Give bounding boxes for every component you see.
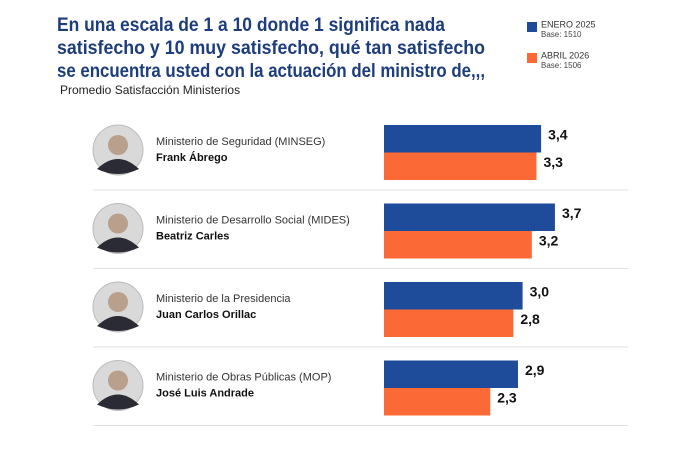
person-label: José Luis Andrade [156,387,254,399]
bar [384,203,555,231]
legend-base: Base: 1510 [541,30,582,39]
ministry-label: Ministerio de la Presidencia [156,293,291,305]
photo-body [97,159,139,174]
value-label: 3,0 [530,283,550,299]
chart-title: se encuentra usted con la actuación del … [57,61,485,82]
chart-title: En una escala de 1 a 10 donde 1 signific… [57,15,445,36]
photo-head [108,370,128,391]
chart-subtitle: Promedio Satisfacción Ministerios [60,83,240,97]
photo-head [108,135,128,155]
value-label: 3,4 [548,126,568,142]
bar [384,309,514,337]
value-label: 3,2 [539,232,559,248]
ministry-label: Ministerio de Desarrollo Social (MIDES) [156,214,350,226]
value-label: 3,3 [543,154,563,170]
bar [384,125,542,153]
photo-body [97,316,139,331]
legend-swatch [527,22,537,32]
value-label: 2,3 [497,389,517,405]
bar [384,388,491,416]
bar [384,152,537,180]
bar [384,231,532,259]
ministry-label: Ministerio de Seguridad (MINSEG) [156,136,325,148]
legend-swatch [527,53,537,63]
photo-head [108,292,128,312]
legend-label: ENERO 2025 [541,19,596,29]
value-label: 2,8 [520,311,540,327]
bar [384,360,518,388]
photo-body [97,237,139,253]
ministry-label: Ministerio de Obras Públicas (MOP) [156,371,331,383]
photo-head [108,213,128,234]
chart-title: satisfecho y 10 muy satisfecho, qué tan … [57,38,485,59]
value-label: 2,9 [525,362,545,378]
legend-base: Base: 1506 [541,61,582,70]
photo-body [97,394,139,410]
legend-label: ABRIL 2026 [541,50,589,60]
person-label: Juan Carlos Orillac [156,309,256,321]
bar [384,282,523,310]
person-label: Beatriz Carles [156,230,229,242]
value-label: 3,7 [562,205,582,221]
person-label: Frank Ábrego [156,151,228,164]
